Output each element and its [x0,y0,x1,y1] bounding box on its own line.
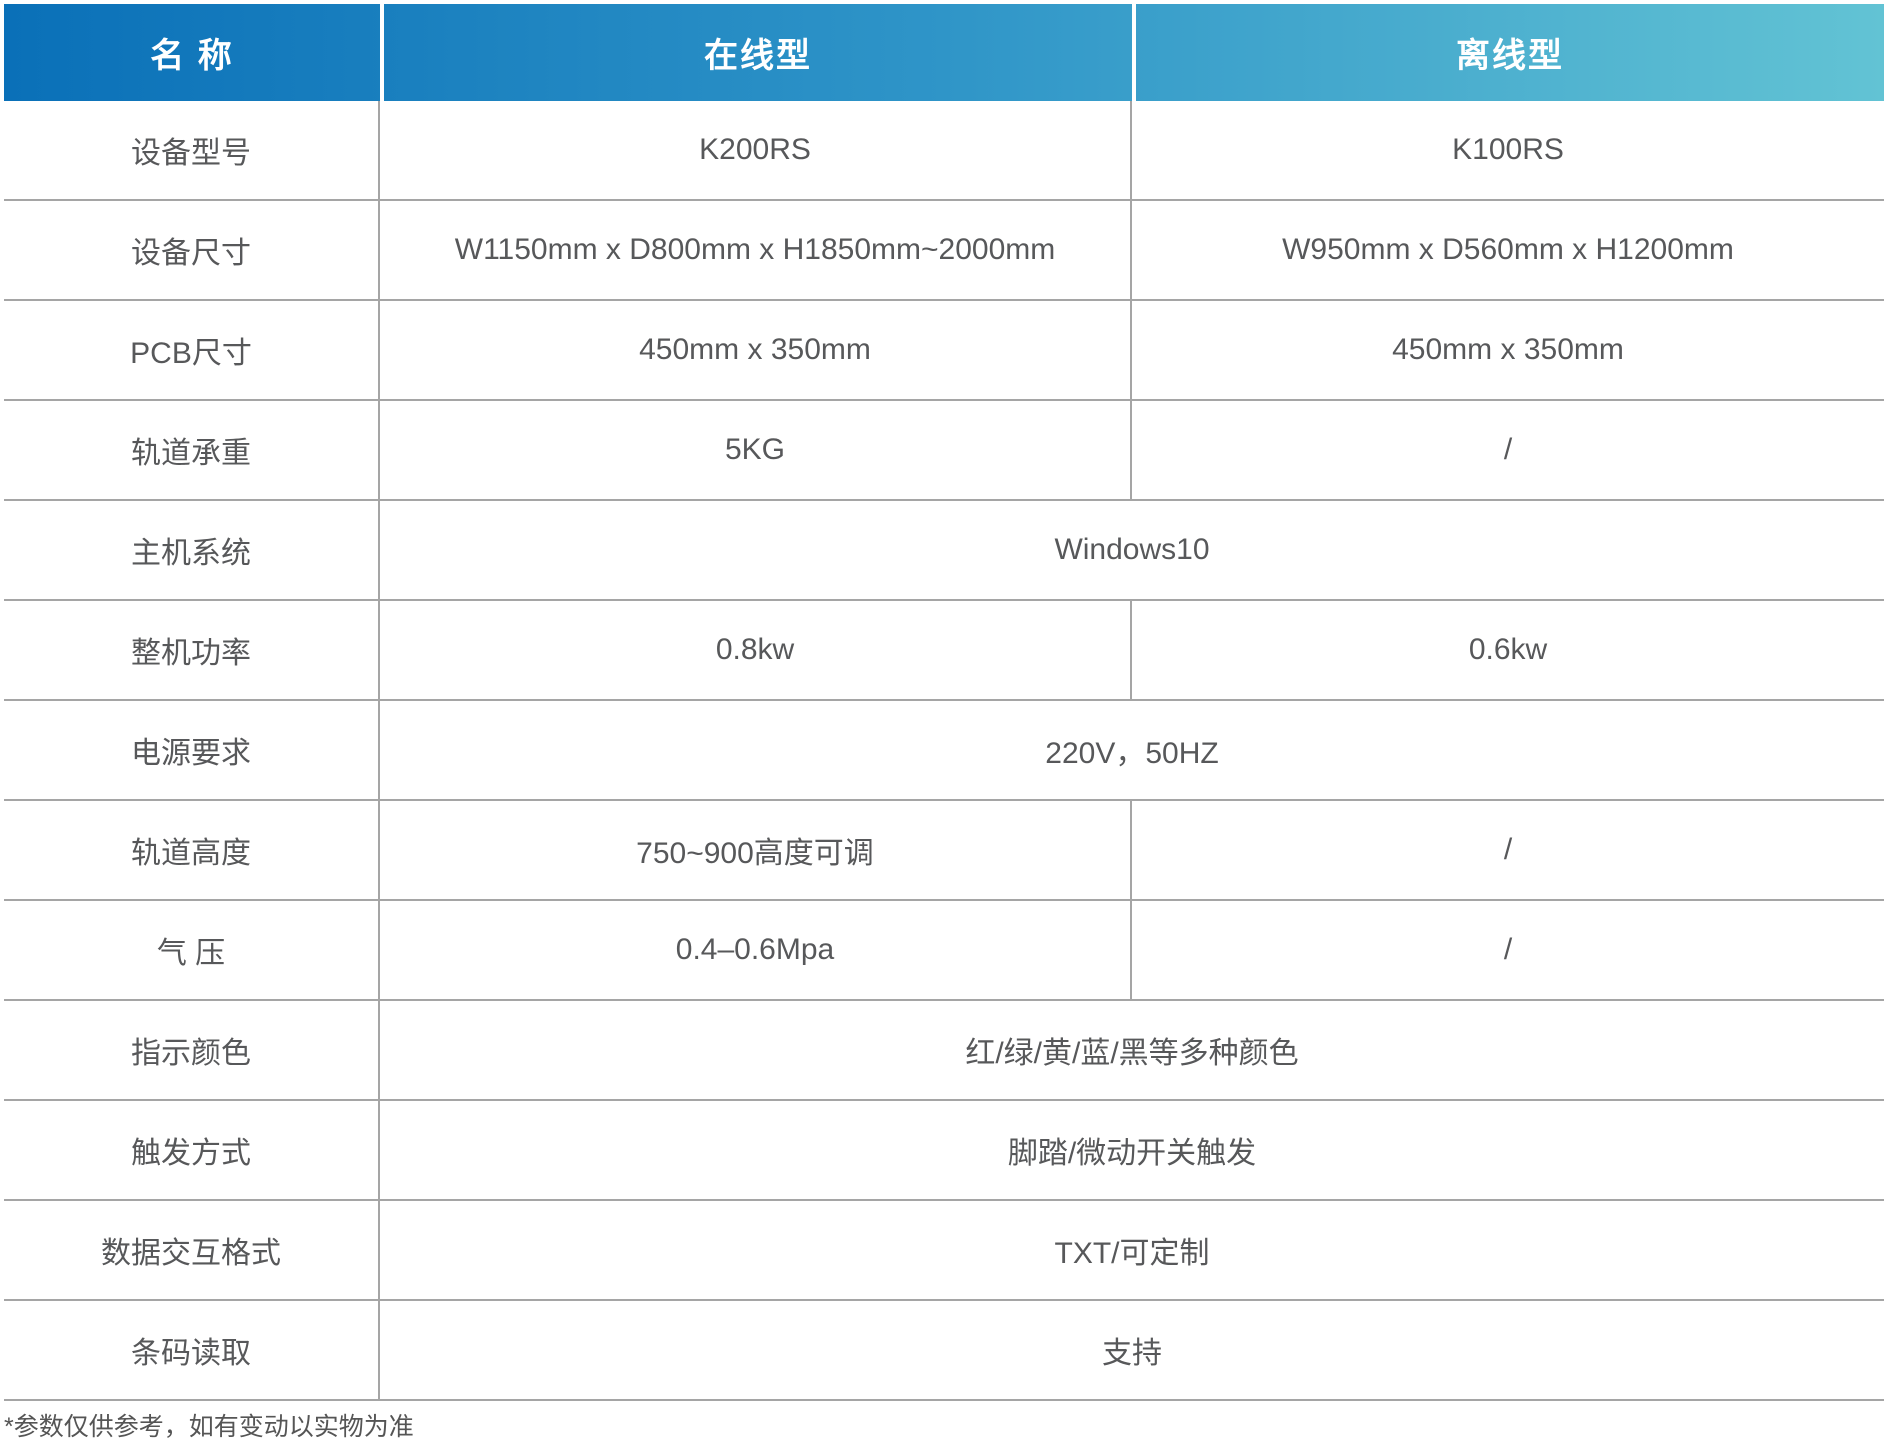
spec-value-online: 5KG [380,401,1132,499]
spec-value-offline: / [1503,833,1513,866]
spec-value-offline: K100RS [1452,133,1564,166]
table-row: 整机功率 0.8kw 0.6kw [4,601,1884,701]
spec-label: 电源要求 [4,701,380,799]
spec-label: 设备型号 [4,101,380,199]
spec-value-merged: 脚踏/微动开关触发 [1007,1137,1257,1170]
spec-value-merged: 支持 [1102,1337,1162,1370]
spec-label: 指示颜色 [4,1001,380,1099]
spec-value-offline: 450mm x 350mm [1392,333,1624,366]
spec-value-merged: 红/绿/黄/蓝/黑等多种颜色 [965,1037,1299,1070]
table-row: 设备尺寸 W1150mm x D800mm x H1850mm~2000mm W… [4,201,1884,301]
table-row: 主机系统 Windows10 [4,501,1884,601]
spec-value-online: 450mm x 350mm [380,301,1132,399]
spec-value-offline: W950mm x D560mm x H1200mm [1282,233,1734,266]
spec-value-merged: TXT/可定制 [1054,1237,1210,1270]
table-row: 设备型号 K200RS K100RS [4,101,1884,201]
table-row: 条码读取 支持 [4,1301,1884,1401]
spec-label: 主机系统 [4,501,380,599]
spec-label: 数据交互格式 [4,1201,380,1299]
spec-value-online: W1150mm x D800mm x H1850mm~2000mm [380,201,1132,299]
spec-value-offline: 0.6kw [1468,633,1548,666]
spec-value-merged: Windows10 [1054,533,1210,566]
table-row: 气 压 0.4–0.6Mpa / [4,901,1884,1001]
header-cell-name: 名 称 [150,37,234,75]
spec-label: PCB尺寸 [4,301,380,399]
spec-value-online: K200RS [380,101,1132,199]
header-cell-offline: 离线型 [1132,4,1884,101]
spec-value-online: 0.8kw [380,601,1132,699]
spec-label: 轨道高度 [4,801,380,899]
table-header-row: 名 称 在线型 离线型 [4,4,1884,101]
spec-value-online: 0.4–0.6Mpa [380,901,1132,999]
table-row: PCB尺寸 450mm x 350mm 450mm x 350mm [4,301,1884,401]
spec-label: 气 压 [4,901,380,999]
footnote-text: *参数仅供参考，如有变动以实物为准 [4,1413,414,1440]
table-row: 触发方式 脚踏/微动开关触发 [4,1101,1884,1201]
table-row: 数据交互格式 TXT/可定制 [4,1201,1884,1301]
table-row: 轨道高度 750~900高度可调 / [4,801,1884,901]
spec-table: 名 称 在线型 离线型 设备型号 K200RS K100RS 设备尺寸 W115… [4,4,1884,1401]
table-row: 电源要求 220V，50HZ [4,701,1884,801]
spec-label: 整机功率 [4,601,380,699]
spec-value-merged: 220V，50HZ [1045,737,1219,770]
spec-label: 触发方式 [4,1101,380,1199]
spec-label: 条码读取 [4,1301,380,1399]
spec-label: 设备尺寸 [4,201,380,299]
spec-value-offline: / [1503,933,1513,966]
spec-value-online: 750~900高度可调 [380,801,1132,899]
spec-label: 轨道承重 [4,401,380,499]
spec-value-offline: / [1503,433,1513,466]
table-row: 指示颜色 红/绿/黄/蓝/黑等多种颜色 [4,1001,1884,1101]
header-cell-online: 在线型 [380,4,1132,101]
table-row: 轨道承重 5KG / [4,401,1884,501]
